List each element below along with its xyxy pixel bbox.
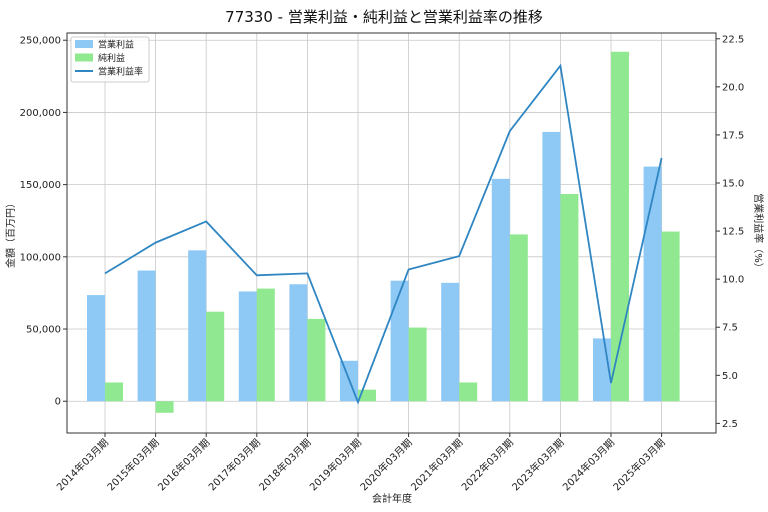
bar-operating-profit (238, 291, 257, 402)
y-right-tick-label: 22.5 (722, 34, 744, 45)
bar-operating-profit (289, 284, 308, 402)
y-left-tick-label: 250,000 (20, 36, 61, 47)
y-right-tick-label: 20.0 (722, 82, 744, 93)
legend-label: 営業利益 (98, 39, 134, 51)
y-left-tick-label: 200,000 (20, 108, 61, 119)
bar-operating-profit (491, 178, 510, 402)
x-tick-label: 2022年03月期 (459, 436, 516, 493)
x-axis-label: 会計年度 (372, 492, 412, 505)
bar-net-profit (509, 234, 528, 402)
chart-title: 77330 - 営業利益・純利益と営業利益率の推移 (225, 8, 543, 26)
bar-net-profit (105, 382, 123, 402)
bar-operating-profit (441, 282, 460, 402)
legend-label: 営業利益率 (98, 66, 143, 78)
x-tick-label: 2015年03月期 (104, 436, 161, 493)
bar-operating-profit (137, 270, 156, 402)
legend-swatch (75, 53, 93, 62)
x-tick-label: 2023年03月期 (509, 436, 566, 493)
bars (87, 51, 680, 413)
legend-swatch (75, 40, 93, 48)
y-axis-left-label: 金額（百万円） (4, 198, 17, 268)
y-left-tick-label: 150,000 (20, 180, 61, 191)
y-left-tick-label: 50,000 (26, 325, 61, 336)
bar-net-profit (661, 231, 680, 402)
line-operating-margin (104, 63, 663, 405)
x-tick-label: 2016年03月期 (155, 436, 212, 493)
bar-net-profit (560, 194, 579, 402)
x-tick-label: 2021年03月期 (408, 436, 465, 493)
bar-net-profit (358, 389, 376, 402)
bar-net-profit (459, 382, 478, 402)
x-tick-label: 2019年03月期 (307, 436, 364, 493)
bar-operating-profit (87, 295, 105, 402)
x-tick-label: 2020年03月期 (357, 436, 414, 493)
y-right-tick-label: 10.0 (722, 275, 744, 286)
bar-operating-profit (390, 280, 409, 402)
y-right-tick-label: 15.0 (722, 179, 744, 190)
bar-net-profit (206, 311, 225, 402)
x-tick-label: 2018年03月期 (256, 436, 313, 493)
y-axis-right-label: 営業利益率（%） (752, 193, 765, 273)
plot-frame (66, 32, 717, 434)
bar-operating-profit (643, 166, 662, 402)
y-right-tick-label: 17.5 (722, 130, 744, 141)
line-series (104, 63, 663, 405)
bar-net-profit (307, 318, 326, 402)
x-tick-label: 2025年03月期 (610, 436, 667, 493)
bar-net-profit (408, 327, 427, 402)
y-right-tick-label: 12.5 (722, 227, 744, 238)
bar-net-profit (155, 401, 174, 413)
bar-operating-profit (188, 250, 207, 402)
bar-net-profit (611, 51, 629, 402)
x-tick-label: 2024年03月期 (560, 436, 617, 493)
y-right-tick-label: 7.5 (722, 323, 738, 334)
y-axis-left: 0 50,000 100,000 150,000 200,000 250,000 (20, 36, 67, 408)
y-axis-right: 2.5 5.0 7.5 10.0 12.5 15.0 17.5 20.0 22.5 (716, 34, 744, 430)
y-right-tick-label: 5.0 (722, 371, 738, 382)
y-left-tick-label: 0 (55, 397, 61, 408)
x-tick-label: 2017年03月期 (206, 436, 263, 493)
bar-net-profit (256, 288, 275, 402)
legend-label: 純利益 (98, 52, 125, 64)
y-right-tick-label: 2.5 (722, 419, 738, 430)
bar-operating-profit (542, 131, 561, 402)
x-tick-label: 2014年03月期 (54, 436, 111, 493)
x-axis: 2014年03月期2015年03月期2016年03月期2017年03月期2018… (54, 433, 668, 493)
y-left-tick-label: 100,000 (20, 252, 61, 263)
